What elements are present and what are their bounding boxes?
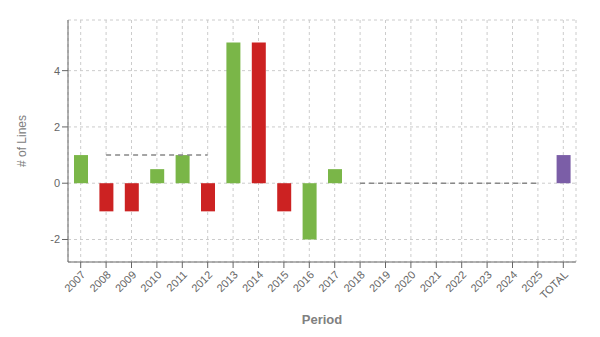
svg-text:2020: 2020 <box>392 268 418 294</box>
svg-text:2011: 2011 <box>164 268 189 293</box>
svg-text:2010: 2010 <box>138 268 164 294</box>
svg-text:2014: 2014 <box>240 268 266 294</box>
svg-text:0: 0 <box>54 177 60 189</box>
svg-text:2: 2 <box>54 121 60 133</box>
svg-text:TOTAL: TOTAL <box>537 268 570 301</box>
svg-text:4: 4 <box>54 65 60 77</box>
svg-text:2022: 2022 <box>443 268 469 294</box>
svg-text:2012: 2012 <box>189 268 215 294</box>
svg-text:-2: -2 <box>50 233 60 245</box>
svg-text:2016: 2016 <box>290 268 316 294</box>
svg-text:Period: Period <box>302 312 343 327</box>
svg-text:2007: 2007 <box>62 268 88 294</box>
svg-text:2013: 2013 <box>214 268 240 294</box>
svg-text:2018: 2018 <box>341 268 367 294</box>
svg-text:2024: 2024 <box>494 268 520 294</box>
svg-text:2019: 2019 <box>367 268 393 294</box>
svg-text:2008: 2008 <box>87 268 113 294</box>
svg-text:2015: 2015 <box>265 268 291 294</box>
svg-text:2009: 2009 <box>113 268 139 294</box>
svg-text:2017: 2017 <box>316 268 342 294</box>
svg-text:2021: 2021 <box>417 268 443 294</box>
svg-text:2025: 2025 <box>519 268 545 295</box>
svg-text:2023: 2023 <box>468 268 494 294</box>
svg-text:# of Lines: # of Lines <box>15 115 29 167</box>
